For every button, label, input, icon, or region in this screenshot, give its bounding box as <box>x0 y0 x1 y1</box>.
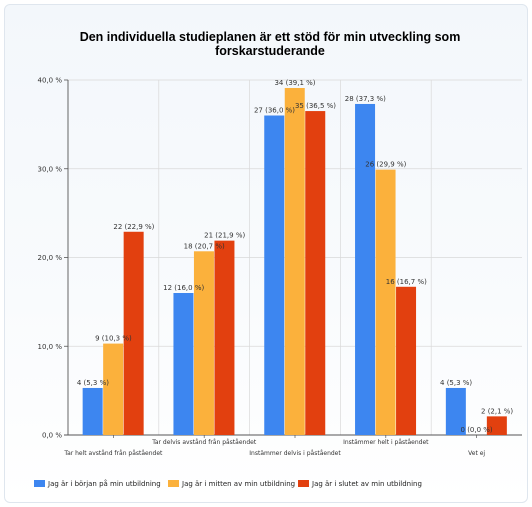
y-tick-label: 40,0 % <box>38 77 63 85</box>
bar[interactable] <box>173 293 194 435</box>
legend-label[interactable]: Jag är i slutet av min utbildning <box>311 480 422 488</box>
data-labels: 4 (5,3 %) 12 (16,0 %) 27 (36,0 %) 28 (37,3 … <box>77 79 514 434</box>
data-label: 28 (37,3 %) <box>345 95 386 103</box>
data-label: 18 (20,7 %) <box>184 242 225 250</box>
category-label: Tar helt avstånd från påståendet <box>63 450 163 457</box>
data-label: 22 (22,9 %) <box>113 223 154 231</box>
bar[interactable] <box>445 387 466 435</box>
legend-label[interactable]: Jag är i början på min utbildning <box>47 479 161 488</box>
data-label: 9 (10,3 %) <box>95 335 132 343</box>
y-tick-label: 20,0 % <box>38 254 63 262</box>
legend-label[interactable]: Jag är i mitten av min utbildning <box>181 480 295 488</box>
data-label: 35 (36,5 %) <box>295 102 336 110</box>
data-label: 26 (29,9 %) <box>365 161 406 169</box>
bar[interactable] <box>355 103 376 436</box>
data-label: 34 (39,1 %) <box>274 79 315 87</box>
axes: 0,0 % 10,0 % 20,0 % 30,0 % 40,0 % Tar helt av… <box>38 77 522 457</box>
legend-swatch[interactable] <box>298 480 309 487</box>
bar[interactable] <box>82 387 103 435</box>
data-label: 2 (2,1 %) <box>481 407 513 415</box>
data-label: 27 (36,0 %) <box>254 107 295 115</box>
data-label: 16 (16,7 %) <box>386 278 427 286</box>
category-label: Tar delvis avstånd från påståendet <box>151 439 257 446</box>
legend[interactable]: Jag är i början på min utbildning Jag är … <box>34 479 422 488</box>
bar[interactable] <box>214 240 235 435</box>
data-label: 21 (21,9 %) <box>204 232 245 240</box>
data-label: 12 (16,0 %) <box>163 284 204 292</box>
bar[interactable] <box>396 286 417 435</box>
bar[interactable] <box>264 115 285 436</box>
bar[interactable] <box>305 111 326 435</box>
chart-title: Den individuella studieplanen är ett stö… <box>79 30 461 58</box>
y-tick-label: 0,0 % <box>42 432 62 440</box>
bar[interactable] <box>103 343 124 435</box>
category-label: Vet ej <box>468 450 485 457</box>
bars <box>82 87 507 436</box>
bar[interactable] <box>123 231 144 435</box>
category-label: Instämmer helt i påståendet <box>343 439 429 446</box>
bar[interactable] <box>284 87 305 436</box>
legend-swatch[interactable] <box>34 480 45 487</box>
y-tick-label: 10,0 % <box>38 343 63 351</box>
data-label: 4 (5,3 %) <box>77 379 109 387</box>
data-label: 0 (0,0 %) <box>461 426 493 434</box>
y-tick-label: 30,0 % <box>38 165 63 173</box>
category-label: Instämmer delvis i påståendet <box>249 450 341 457</box>
legend-swatch[interactable] <box>168 480 179 487</box>
data-label: 4 (5,3 %) <box>440 379 472 387</box>
bar[interactable] <box>193 251 214 435</box>
bar[interactable] <box>375 169 396 435</box>
bar[interactable] <box>486 416 507 435</box>
